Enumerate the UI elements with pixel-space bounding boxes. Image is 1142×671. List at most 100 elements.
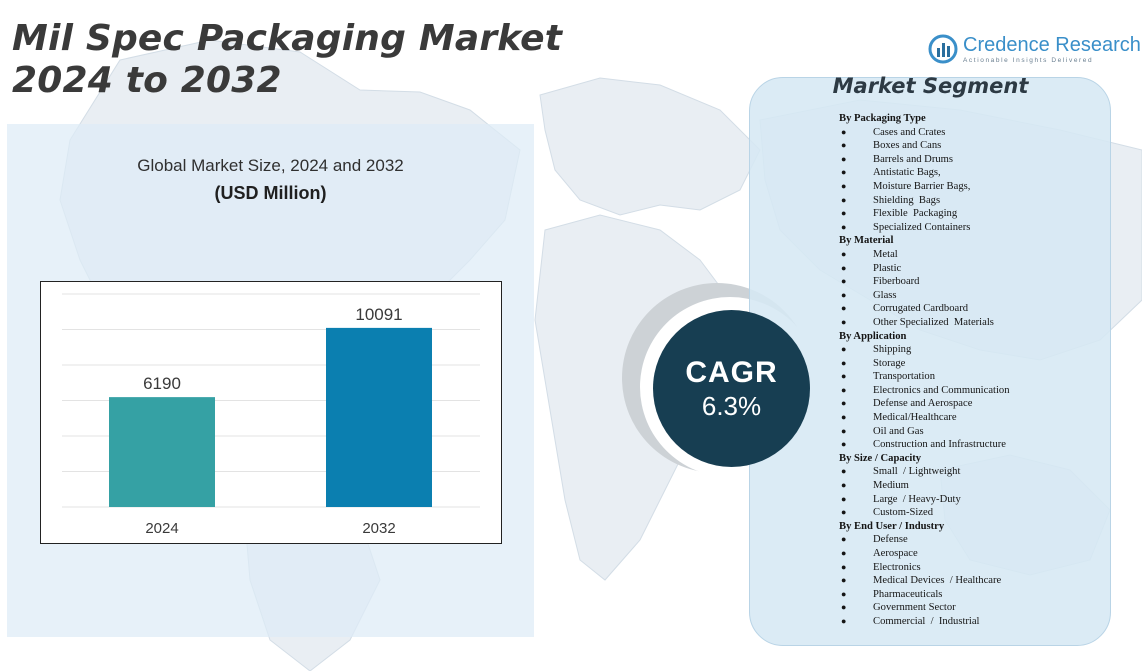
segment-item-label: Storage [873,357,906,369]
segment-item: ● Storage [839,357,1010,371]
bullet-icon: ● [841,615,847,626]
bullet-icon: ● [841,507,847,518]
segment-item: ● Plastic [839,262,1010,276]
segment-item-label: Plastic [873,262,902,274]
segment-item: ● Government Sector [839,601,1010,615]
bullet-icon: ● [841,180,847,191]
category-label: 2024 [145,520,178,537]
bullet-icon: ● [841,588,847,599]
segment-item-label: Medium [873,480,909,492]
segment-item-label: Shipping [873,344,912,356]
title-line-2: 2024 to 2032 [12,60,282,101]
segment-item-label: Small / Lightweight [873,466,961,478]
cagr-value: 6.3% [701,390,762,421]
segment-item-label: Government Sector [873,602,956,614]
segment-item: ● Defense [839,533,1010,547]
segment-item: ● Aerospace [839,547,1010,561]
bars [109,327,432,507]
segment-item-label: Moisture Barrier Bags, [873,180,971,192]
segment-item-label: Flexible Packaging [873,208,958,220]
segment-item-label: Other Specialized Materials [873,316,994,328]
cagr-badge: CAGR 6.3% [653,310,810,467]
segment-item-label: Shielding Bags [873,194,941,206]
segment-item-label: Metal [873,248,898,260]
segment-heading: By End User / Industry [839,520,945,532]
segment-item-label: Barrels and Drums [873,153,954,165]
segment-item-label: Defense and Aerospace [873,398,973,410]
segment-item: ● Medium [839,479,1010,493]
segment-list: By Packaging Type ● Cases and Crates ● Boxes… [839,112,1010,629]
segment-item-label: Commercial / Industrial [873,615,980,627]
bullet-icon: ● [841,303,847,314]
category-labels: 2024 2032 [145,520,395,537]
segment-item: ● Shielding Bags [839,194,1010,208]
bullet-icon: ● [841,357,847,368]
chart-title: Global Market Size, 2024 and 2032 [137,156,404,175]
segment-item: ● Moisture Barrier Bags, [839,180,1010,194]
title-line-1: Mil Spec Packaging Market [12,18,563,59]
logo-tagline: Actionable Insights Delivered [963,57,1094,64]
company-logo: Credence Research Actionable Insights De… [928,34,1141,64]
segment-item-label: Large / Heavy-Duty [873,493,961,505]
segment-item: ● Construction and Infrastructure [839,438,1010,452]
bullet-icon: ● [841,289,847,300]
segment-item: ● Specialized Containers [839,221,1010,235]
segment-item-label: Antistatic Bags, [873,167,941,179]
bullet-icon: ● [841,126,847,137]
bullet-icon: ● [841,371,847,382]
segment-item-label: Construction and Infrastructure [873,439,1006,451]
segment-item-label: Custom-Sized [873,507,934,519]
segment-item: ● Shipping [839,343,1010,357]
bullet-icon: ● [841,466,847,477]
bullet-icon: ● [841,316,847,327]
bullet-icon: ● [841,439,847,450]
bullet-icon: ● [841,167,847,178]
segment-item-label: Fiberboard [873,276,920,288]
segment-item-label: Medical/Healthcare [873,412,957,424]
bullet-icon: ● [841,412,847,423]
segment-heading: By Size / Capacity [839,452,922,464]
bullet-icon: ● [841,480,847,491]
segment-heading: By Application [839,330,907,342]
segment-item: ● Custom-Sized [839,506,1010,520]
segment-item-label: Defense [873,534,908,546]
segment-item-label: Glass [873,289,897,301]
bullet-icon: ● [841,425,847,436]
logo-icon [928,34,958,64]
bullet-icon: ● [841,534,847,545]
bullet-icon: ● [841,548,847,558]
segment-item: ● Medical Devices / Healthcare [839,574,1010,588]
segment-item: ● Other Specialized Materials [839,316,1010,330]
segment-item: ● Electronics [839,561,1010,575]
segment-item: ● Corrugated Cardboard [839,302,1010,316]
segment-item: ● Boxes and Cans [839,139,1010,153]
chart-unit: (USD Million) [214,183,327,203]
segment-item-label: Specialized Containers [873,221,971,233]
bullet-icon: ● [841,140,847,151]
category-label: 2032 [362,520,395,537]
bullet-icon: ● [841,262,847,273]
segment-item: ● Cases and Crates [839,126,1010,140]
segment-item: ● Metal [839,248,1010,262]
segment-heading: By Packaging Type [839,113,926,124]
segment-title: Market Segment [832,74,1029,98]
bullet-icon: ● [841,208,847,219]
segment-item-label: Electronics and Communication [873,384,1010,396]
segment-item-label: Boxes and Cans [873,140,942,152]
bar-value-label: 10091 [355,305,402,324]
segment-item-label: Cases and Crates [873,126,946,138]
cagr-label: CAGR [685,355,778,389]
segment-item: ● Electronics and Communication [839,384,1010,398]
bullet-icon: ● [841,575,847,586]
logo-name: Credence Research [963,34,1141,56]
segment-heading: By Material [839,235,894,247]
segment-item: ● Pharmaceuticals [839,588,1010,602]
segment-item: ● Glass [839,289,1010,303]
bar-2032 [326,327,432,507]
segment-item-label: Medical Devices / Healthcare [873,575,1002,587]
segment-item: ● Barrels and Drums [839,153,1010,167]
segment-item-label: Corrugated Cardboard [873,303,969,315]
bullet-icon: ● [841,493,847,504]
bullet-icon: ● [841,276,847,287]
market-segment-panel [749,77,1111,646]
